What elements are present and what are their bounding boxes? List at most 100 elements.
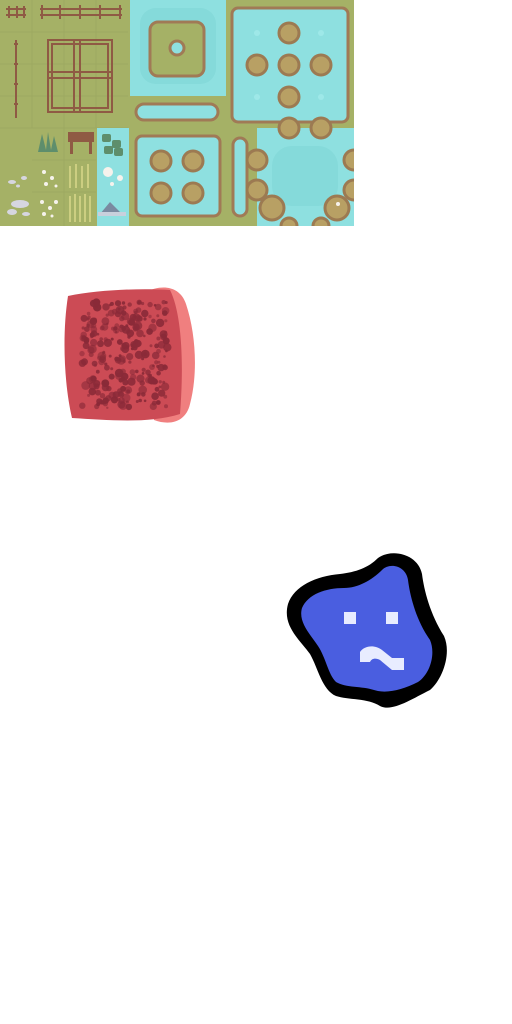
meat-speckle [110,367,114,371]
meat-speckle [154,386,160,392]
meat-speckle [156,348,161,354]
meat-speckle [119,324,124,329]
meat-speckle [114,300,122,307]
meat-speckle [93,380,101,388]
meat-speckle [82,342,90,350]
meat-speckle [86,311,91,316]
meat-speckle [145,369,151,376]
meat-speckle [160,333,167,341]
meat-speckle [101,317,110,325]
meat-speckle [155,400,161,405]
meat-speckle [130,374,137,381]
meat-speckle [163,355,166,358]
meat-speckle [108,354,112,358]
meat-speckle [138,398,142,403]
meat-speckle [154,360,159,365]
meat-speckle [97,351,107,361]
meat-speckle [102,401,108,407]
meat-speckle [89,299,98,307]
meat-speckle [151,400,157,406]
meat-speckle [86,323,90,328]
meat-speckle [101,380,105,384]
meat-speckle [129,369,136,375]
meat-speckle [151,318,156,324]
meat-speckle [113,327,120,334]
meat-speckle [143,399,147,403]
meat-speckle [120,376,125,381]
meat-speckle [141,367,146,372]
meat-speckle [141,349,150,359]
meat-speckle [128,360,132,364]
meat-speckle [79,350,85,357]
meat-speckle [121,301,126,305]
meat-speckle [89,317,98,325]
meat-speckle [158,389,166,397]
meat-speckle [87,393,91,397]
meat-speckle [156,314,160,318]
meat-speckle [110,337,114,341]
meat-speckle [164,330,168,334]
meat-speckle [80,314,88,322]
meat-speckle [165,349,168,353]
meat-speckle [99,337,103,341]
meat-speckle [138,385,147,395]
meat-speckle [114,356,120,362]
meat-speckle [155,318,165,328]
meat-speckle [139,380,145,386]
meat-speckle [99,325,105,331]
meat-speckle [119,355,126,363]
meat-speckle [136,329,144,338]
meat-speckle [120,385,127,392]
meat-speckle [117,307,121,311]
meat-speckle [116,339,123,345]
right-eye [386,612,398,624]
meat-speckle [99,393,106,399]
meat-speckle [93,363,97,367]
meat-speckle [122,325,130,334]
meat-speckle [134,315,137,319]
meat-speckle [87,346,95,354]
pond-with-rocks [230,6,350,124]
meat-speckle [148,314,152,319]
meat-speckle [119,401,128,410]
meat-speckle [161,300,166,305]
meat-speckle [162,380,166,384]
small-stones [7,176,30,216]
meat-speckle [105,313,109,317]
meat-speckle [103,338,112,347]
fence-pieces [6,5,122,118]
meat-speckle [156,364,160,368]
mouth [360,646,404,670]
meat-speckle [163,394,168,399]
meat-speckle [120,368,126,375]
meat-speckle [147,301,153,308]
meat-speckle [97,340,104,348]
water-column [97,128,129,226]
meat-speckle [86,377,94,385]
meat-speckle [141,372,145,375]
meat-speckle [86,317,90,321]
meat-speckle [95,369,100,374]
meat-speckle [90,338,98,347]
meat-speckle [164,301,168,304]
meat-speckle [109,301,114,306]
meat-speckle [133,311,137,314]
meat-speckle [135,400,139,403]
meat-speckle [149,373,152,377]
white-flowers [40,170,58,218]
meat-speckle [134,350,143,359]
blue-blob-character [286,553,447,708]
meat-speckles [78,298,172,411]
meat-speckle [127,302,132,307]
vertical-channel [231,136,249,218]
meat-speckle [96,398,103,405]
bench-icon [68,132,94,154]
bush-icon [38,132,58,152]
meat-speckle [102,303,110,311]
meat-speckle [108,373,115,380]
meat-speckle [108,391,116,399]
meat-speckle [162,310,168,316]
meat-speckle [122,379,129,386]
meat-speckle [151,392,159,400]
